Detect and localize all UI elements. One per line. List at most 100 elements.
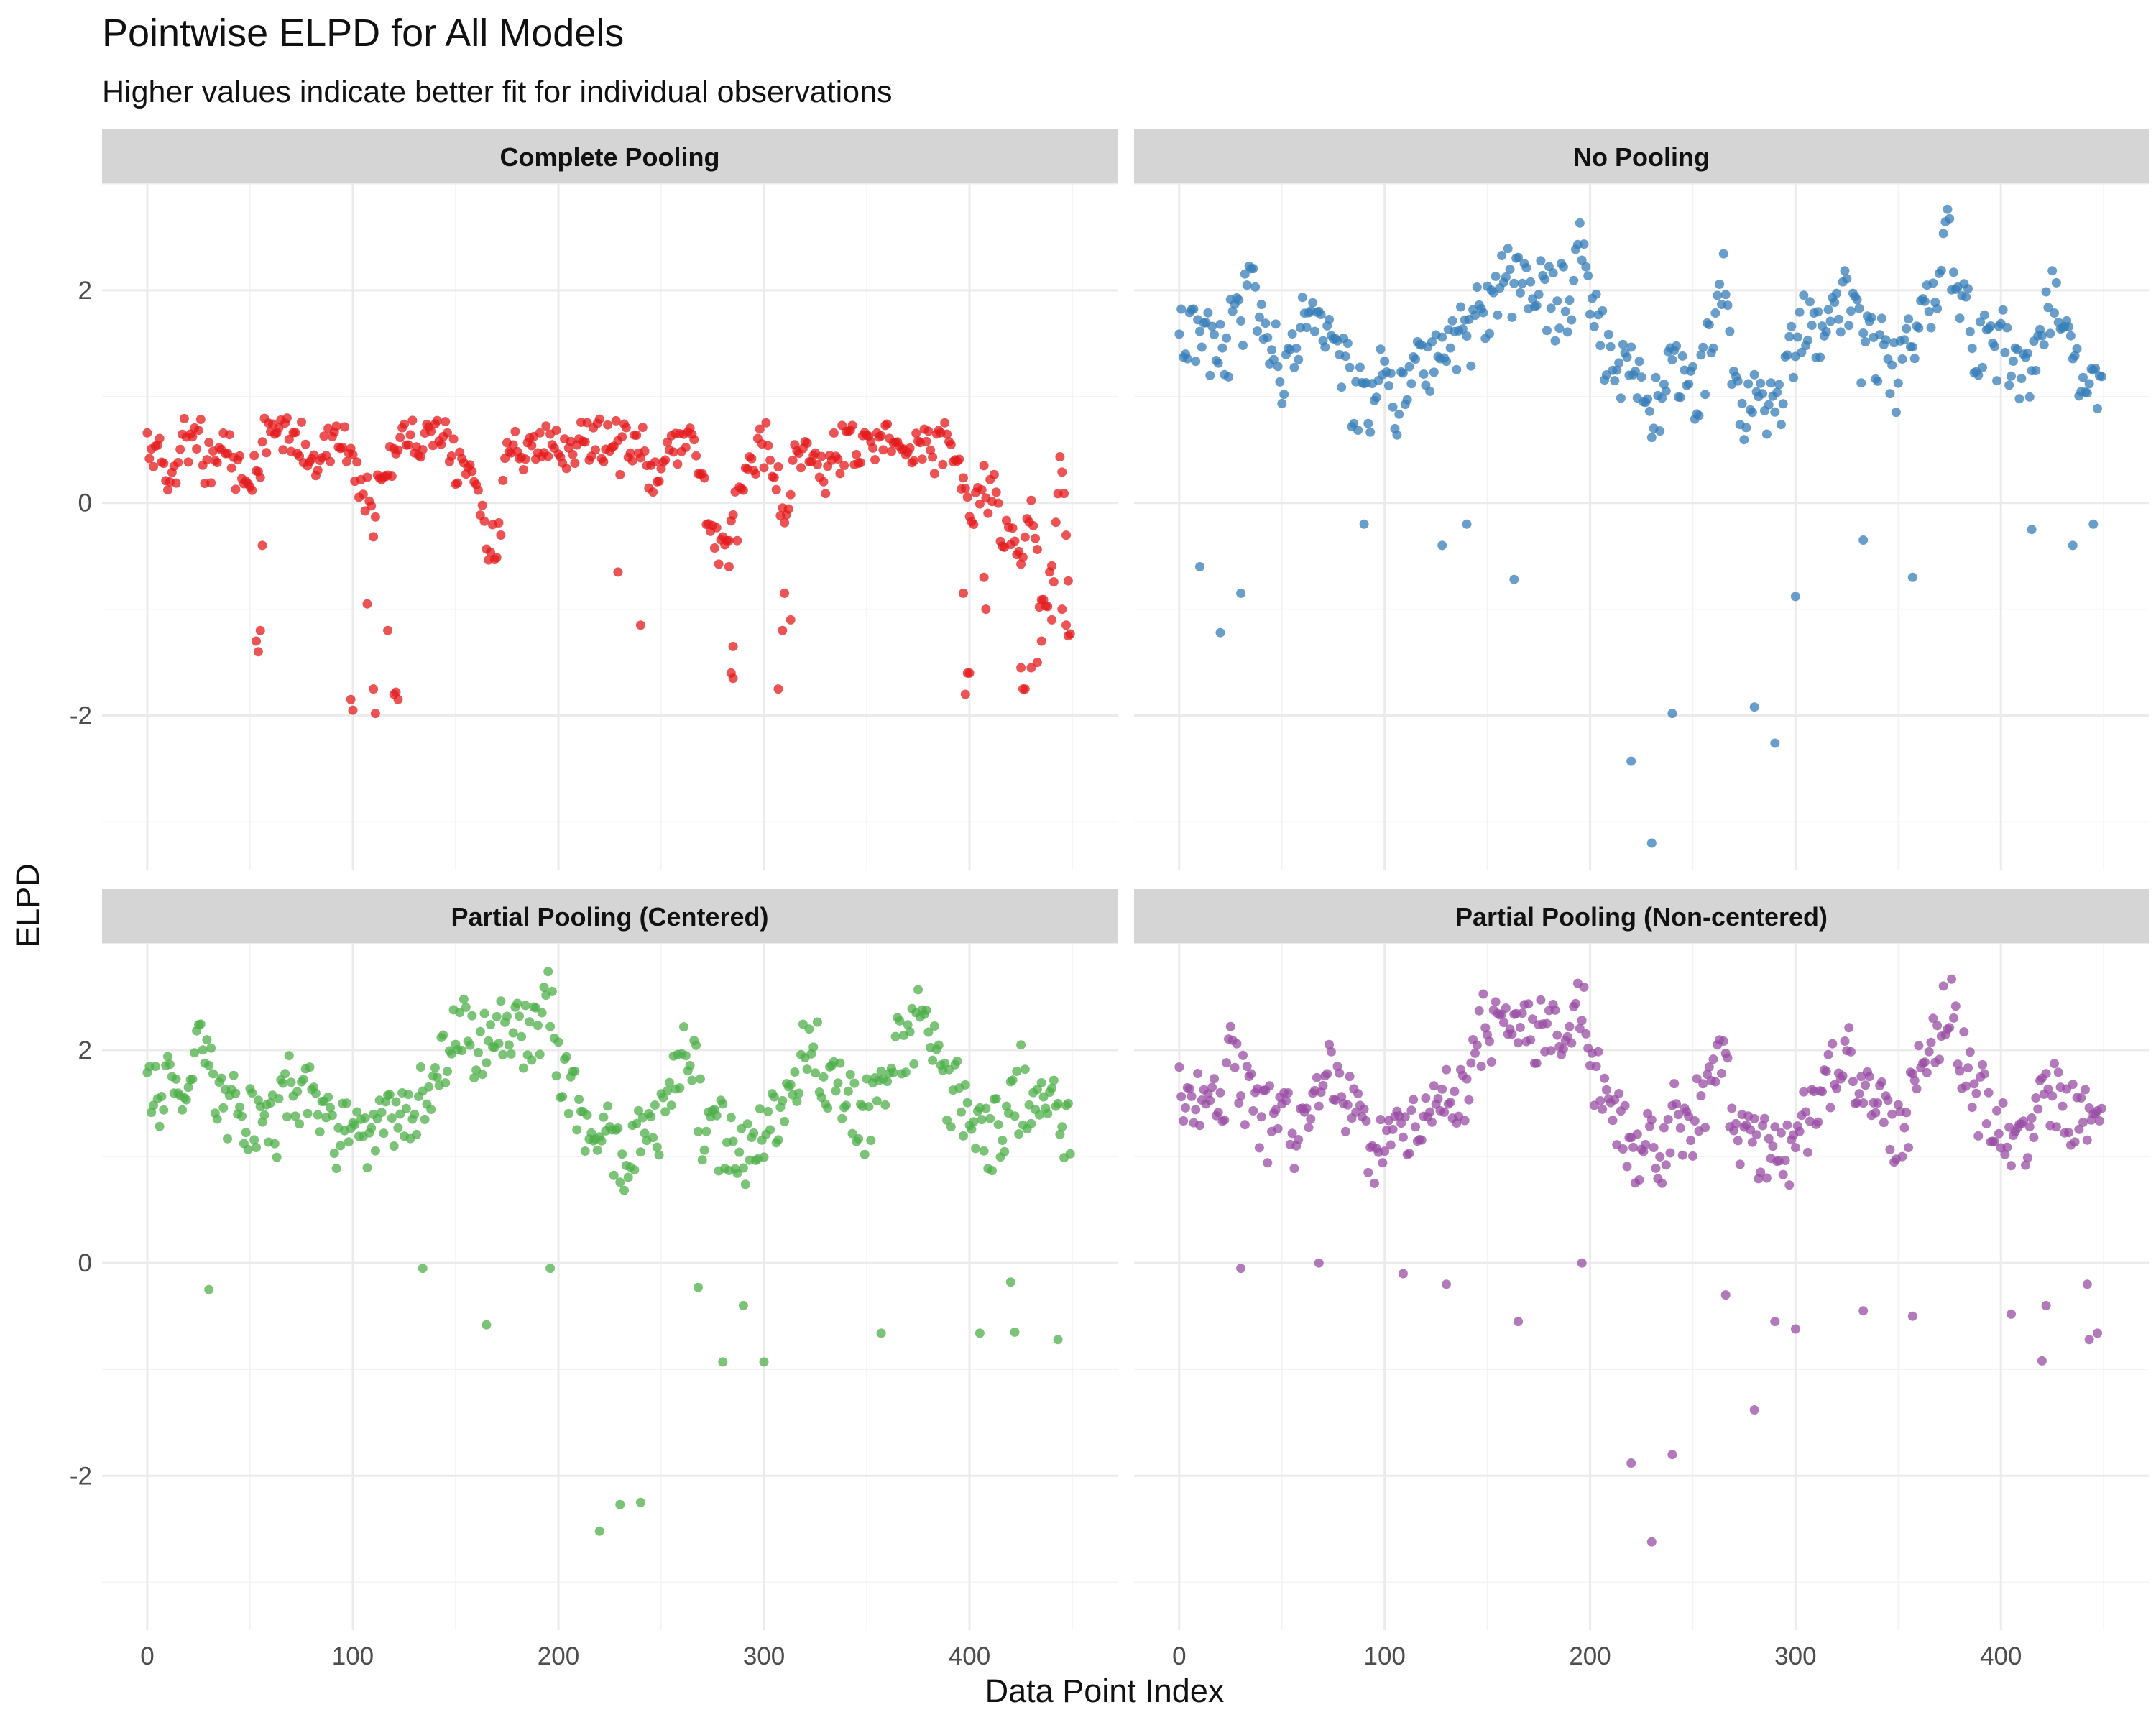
- data-point: [1924, 307, 1934, 316]
- data-point: [163, 485, 172, 495]
- data-point: [1302, 1103, 1312, 1113]
- data-point: [1598, 1104, 1608, 1114]
- data-point: [1973, 1131, 1984, 1141]
- data-point: [358, 489, 368, 500]
- data-point: [2094, 1116, 2104, 1126]
- data-point: [1936, 265, 1946, 275]
- data-point: [749, 1128, 759, 1138]
- data-point: [1392, 430, 1402, 440]
- data-point: [1197, 342, 1207, 352]
- data-point: [1032, 545, 1042, 554]
- data-point: [572, 1125, 582, 1135]
- data-point: [539, 983, 549, 993]
- data-point: [1618, 1144, 1628, 1154]
- data-point: [2051, 277, 2061, 288]
- data-point: [1657, 393, 1667, 403]
- data-point: [157, 1092, 167, 1101]
- data-point: [527, 1055, 537, 1065]
- data-point: [393, 445, 403, 455]
- data-point: [804, 1024, 814, 1034]
- data-point: [845, 1070, 855, 1080]
- data-point: [149, 461, 158, 472]
- data-point: [224, 430, 234, 440]
- data-point: [1992, 376, 2001, 386]
- data-point: [1981, 1119, 1991, 1128]
- data-point: [765, 455, 775, 465]
- data-point: [1550, 336, 1560, 346]
- data-point: [336, 1141, 346, 1151]
- data-point: [1398, 1269, 1408, 1279]
- data-point: [206, 1043, 216, 1053]
- data-point: [570, 459, 580, 468]
- data-point: [235, 451, 245, 461]
- data-point: [681, 443, 691, 452]
- data-point: [362, 599, 372, 609]
- data-point: [178, 1105, 188, 1115]
- data-point: [319, 431, 329, 441]
- data-point: [711, 1110, 722, 1121]
- data-point: [1174, 1062, 1184, 1072]
- data-point: [1043, 1108, 1053, 1118]
- data-point: [1322, 1069, 1332, 1079]
- data-point: [477, 500, 487, 510]
- data-point: [457, 1046, 467, 1055]
- data-point: [1673, 1110, 1683, 1120]
- data-point: [255, 625, 265, 635]
- data-point: [664, 1077, 674, 1087]
- data-point: [1507, 312, 1517, 322]
- data-point: [1491, 271, 1501, 281]
- data-point: [1612, 365, 1622, 375]
- data-point: [788, 455, 798, 465]
- data-point: [362, 472, 372, 482]
- data-point: [1717, 1068, 1726, 1078]
- data-point: [284, 434, 294, 444]
- data-point: [1821, 327, 1831, 336]
- data-point: [1782, 1120, 1792, 1130]
- data-point: [467, 1011, 477, 1021]
- data-point: [1437, 332, 1447, 342]
- data-point: [455, 1008, 465, 1018]
- data-point: [1639, 1146, 1649, 1156]
- data-point: [1342, 1100, 1353, 1110]
- data-point: [1472, 282, 1482, 292]
- y-tick-label: -2: [70, 702, 92, 730]
- data-point: [747, 454, 757, 464]
- data-point: [821, 489, 831, 499]
- data-point: [2064, 322, 2073, 332]
- data-point: [1971, 1088, 1981, 1098]
- data-point: [786, 489, 796, 500]
- data-point: [181, 1095, 191, 1105]
- data-point: [1234, 295, 1244, 305]
- data-point: [2014, 394, 2024, 404]
- data-point: [2074, 1124, 2084, 1134]
- data-point: [278, 445, 288, 455]
- data-point: [1871, 1108, 1881, 1118]
- data-point: [1470, 1048, 1480, 1058]
- data-point: [1514, 252, 1523, 262]
- data-point: [1907, 572, 1917, 582]
- data-point: [436, 439, 446, 449]
- data-point: [691, 451, 701, 461]
- data-point: [1749, 702, 1759, 712]
- data-point: [473, 1047, 483, 1057]
- data-point: [1866, 313, 1876, 323]
- data-point: [2004, 380, 2014, 390]
- data-point: [1735, 1159, 1745, 1169]
- data-point: [780, 1116, 790, 1126]
- data-point: [2065, 331, 2076, 341]
- data-point: [1718, 1036, 1728, 1046]
- data-point: [1534, 290, 1544, 300]
- data-point: [410, 1109, 420, 1119]
- data-point: [837, 1113, 847, 1123]
- data-point: [654, 1150, 664, 1160]
- data-point: [247, 485, 257, 495]
- data-point: [1591, 1062, 1601, 1072]
- data-point: [1844, 1023, 1854, 1033]
- data-point: [1774, 380, 1784, 390]
- data-point: [870, 455, 880, 465]
- data-point: [315, 1127, 325, 1137]
- data-point: [969, 520, 979, 529]
- data-point: [1517, 278, 1527, 288]
- data-point: [1708, 1054, 1718, 1064]
- data-point: [1741, 423, 1751, 433]
